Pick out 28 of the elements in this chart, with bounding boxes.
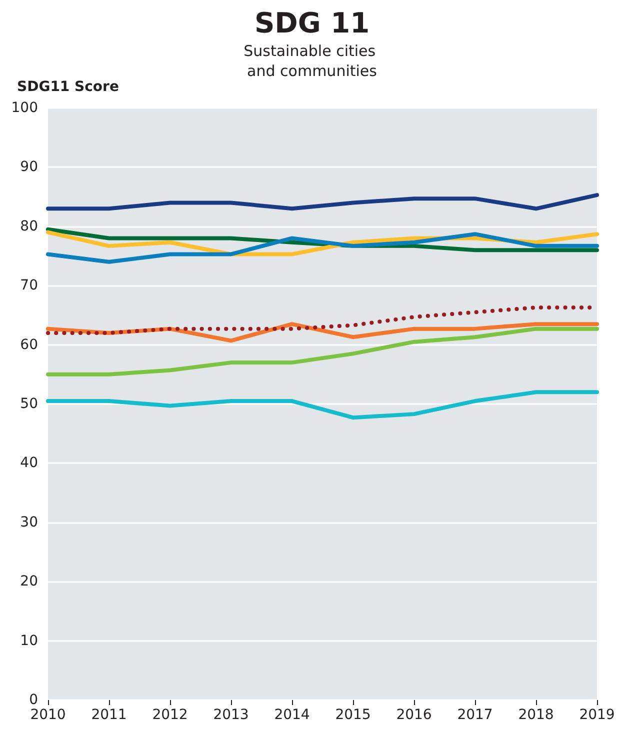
y-tick-label: 90 [20,159,38,176]
y-tick-label: 20 [20,574,38,590]
y-tick-label: 100 [11,100,38,116]
x-tick-label: 2015 [335,707,371,723]
chart-subtitle: Sustainable cities and communities [244,42,380,80]
y-tick-label: 70 [20,278,38,294]
y-tick-label: 80 [20,218,38,234]
y-axis-title: SDG11 Score [17,79,119,95]
line-series [46,390,599,420]
y-tick-label: 40 [20,455,38,472]
x-tick-label: 2011 [91,707,127,723]
line-series [46,193,599,211]
x-tick-label: 2014 [274,707,310,723]
x-tick-label: 2017 [457,707,493,723]
line-series [46,232,599,264]
y-tick-label: 50 [20,396,38,412]
y-tick-label: 0 [29,692,38,708]
x-tick-label: 2013 [213,707,249,723]
x-tick-label: 2010 [30,707,66,723]
y-tick-label: 60 [20,336,38,353]
x-tick-label: 2012 [152,707,188,723]
chart-title: SDG 11 [254,6,370,40]
x-tick-label: 2019 [579,707,615,723]
y-tick-label: 30 [20,514,38,530]
y-tick-label: 10 [20,632,38,649]
line-series [46,326,599,376]
x-tick-label: 2018 [518,707,554,723]
x-tick-label: 2016 [396,707,432,723]
